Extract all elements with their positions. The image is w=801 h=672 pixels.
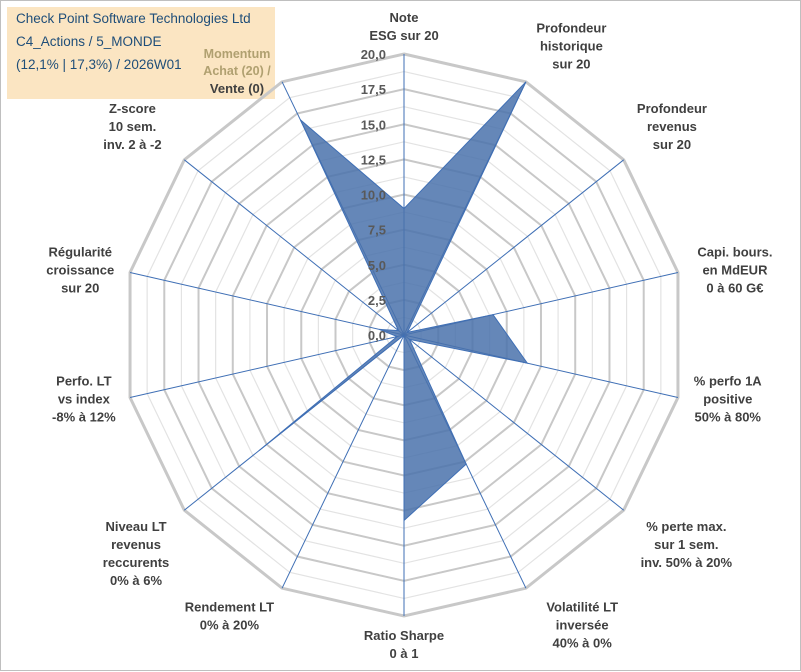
tick-label: 17,5: [361, 82, 386, 97]
tick-label: 0,0: [368, 328, 386, 343]
axis-label: Profondeur historique sur 20: [536, 21, 606, 72]
tick-label: 20,0: [361, 47, 386, 62]
axis-label-line: % perte max.: [646, 519, 726, 534]
axis-label: Note ESG sur 20: [369, 10, 438, 43]
axis-label: Niveau LT revenus reccurents 0% à 6%: [103, 519, 169, 588]
axis-spoke: [183, 159, 405, 336]
axis-label-line: Z-score: [109, 101, 156, 116]
category-label: C4_Actions / 5_MONDE: [16, 34, 162, 49]
tick-label: 10,0: [361, 188, 386, 203]
axis-label-line: inv. 2 à -2: [103, 137, 161, 152]
axis-label-line: Profondeur: [536, 21, 606, 36]
axis-label-line: 10 sem.: [109, 119, 157, 134]
axis-label-line: Note: [390, 10, 419, 25]
tick-label: 2,5: [368, 293, 386, 308]
axis-label-line: 0% à 20%: [200, 617, 260, 632]
tick-label: 12,5: [361, 152, 386, 167]
axis-label-line: Régularité: [48, 245, 112, 260]
axis-label: Régularité croissance sur 20: [46, 245, 114, 296]
stats-label: (12,1% | 17,3%) / 2026W01: [16, 57, 182, 72]
axis-label-line: % perfo 1A: [694, 373, 763, 388]
axis-label: Z-score 10 sem. inv. 2 à -2: [103, 101, 161, 152]
momentum-label-line2: Achat (20) /: [203, 64, 271, 78]
axis-label: Profondeur revenus sur 20: [637, 101, 707, 152]
axis-label-line: 40% à 0%: [553, 635, 613, 650]
axis-label-line: sur 1 sem.: [654, 537, 718, 552]
tick-label: 5,0: [368, 258, 386, 273]
data-area: [258, 81, 529, 522]
axis-spoke: [281, 334, 405, 589]
axis-label-line: ESG sur 20: [369, 28, 438, 43]
axis-label-line: sur 20: [61, 281, 99, 296]
axis-label-line: 0 à 60 G€: [706, 281, 763, 296]
axis-label-line: Ratio Sharpe: [364, 628, 444, 643]
momentum-label-line3: Vente (0): [210, 81, 264, 96]
axis-label: Volatilité LT inversée 40% à 0%: [546, 599, 618, 650]
axis-label-line: Niveau LT: [105, 519, 166, 534]
axis-label-line: sur 20: [552, 57, 590, 72]
axis-label-line: positive: [703, 391, 752, 406]
company-name: Check Point Software Technologies Ltd: [16, 11, 251, 26]
axis-label: Capi. bours. en MdEUR 0 à 60 G€: [697, 245, 772, 296]
axis-spoke: [403, 334, 625, 511]
axis-label-line: Volatilité LT: [546, 599, 618, 614]
axis-label-line: inversée: [556, 617, 609, 632]
axis-spoke: [403, 159, 625, 336]
axis-label: % perfo 1A positive 50% à 80%: [694, 373, 763, 424]
axis-label-line: revenus: [111, 537, 161, 552]
axis-label-line: 0% à 6%: [110, 573, 162, 588]
axis-label-line: en MdEUR: [702, 263, 768, 278]
tick-label: 7,5: [368, 223, 386, 238]
axis-label-line: inv. 50% à 20%: [641, 555, 733, 570]
axis-spoke: [129, 334, 405, 399]
axis-label-line: 0 à 1: [390, 646, 419, 661]
tick-label: 15,0: [361, 117, 386, 132]
axis-label-line: Profondeur: [637, 101, 707, 116]
axis-label-line: revenus: [647, 119, 697, 134]
axis-label-line: sur 20: [653, 137, 691, 152]
axis-label-line: vs index: [58, 391, 111, 406]
axis-label-line: historique: [540, 39, 603, 54]
axis-label-line: -8% à 12%: [52, 409, 116, 424]
axis-label-line: Perfo. LT: [56, 373, 111, 388]
axis-label: Perfo. LT vs index -8% à 12%: [52, 373, 116, 424]
info-box: Check Point Software Technologies Ltd C4…: [7, 7, 275, 99]
axis-spoke: [129, 271, 405, 336]
axis-label-line: Rendement LT: [185, 599, 274, 614]
axis-label: Ratio Sharpe 0 à 1: [364, 628, 444, 661]
axis-label-line: Capi. bours.: [697, 245, 772, 260]
axis-label-line: reccurents: [103, 555, 169, 570]
axis-label: Rendement LT 0% à 20%: [185, 599, 274, 632]
axis-label-line: croissance: [46, 263, 114, 278]
axis-label-line: 50% à 80%: [695, 409, 762, 424]
axis-label: % perte max. sur 1 sem. inv. 50% à 20%: [641, 519, 733, 570]
momentum-label-line1: Momentum: [204, 47, 271, 61]
